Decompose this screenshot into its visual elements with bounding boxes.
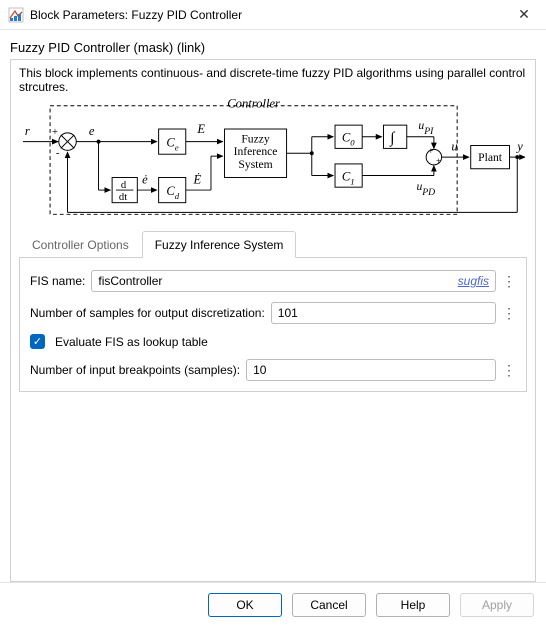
samples-input[interactable] [271,302,496,324]
dialog-footer: OK Cancel Help Apply [0,582,546,626]
svg-text:d: d [121,180,127,191]
tab-fuzzy-inference-system[interactable]: Fuzzy Inference System [142,231,297,258]
svg-text:E: E [196,122,205,136]
svg-text:-: - [56,148,60,159]
svg-text:uPI: uPI [418,119,434,137]
svg-text:y: y [515,139,523,153]
tab-controller-options[interactable]: Controller Options [19,231,142,258]
tab-strip: Controller Options Fuzzy Inference Syste… [19,230,527,258]
lookup-checkbox[interactable]: ✓ [30,334,45,349]
cancel-button[interactable]: Cancel [292,593,366,617]
svg-text:Plant: Plant [478,151,503,164]
svg-text:Ė: Ė [193,172,202,186]
fis-name-value: fisController [98,274,457,288]
svg-text:Fuzzy: Fuzzy [241,133,270,146]
mask-description: This block implements continuous- and di… [19,66,527,94]
window-title: Block Parameters: Fuzzy PID Controller [30,8,512,22]
main-panel: This block implements continuous- and di… [10,59,536,582]
svg-text:ė: ė [142,172,148,186]
svg-text:System: System [238,158,272,171]
svg-text:Controller: Controller [227,98,280,111]
app-icon [8,7,24,23]
svg-text:r: r [25,124,30,138]
breakpoints-input[interactable] [246,359,496,381]
svg-text:uPD: uPD [416,180,435,198]
close-icon[interactable]: ✕ [512,6,536,23]
svg-text:Inference: Inference [234,145,278,158]
fis-name-field[interactable]: fisController sugfis [91,270,496,292]
fis-name-more-icon[interactable]: ⋮ [502,270,516,292]
samples-more-icon[interactable]: ⋮ [502,302,516,324]
svg-text:+: + [428,146,433,157]
svg-text:dt: dt [119,192,127,203]
fis-type-link[interactable]: sugfis [458,274,489,288]
mask-title: Fuzzy PID Controller (mask) (link) [10,40,536,55]
content-area: Fuzzy PID Controller (mask) (link) This … [0,30,546,582]
ok-button[interactable]: OK [208,593,282,617]
block-diagram: Controller r + - e Ce [21,98,525,224]
tab-body-fis: FIS name: fisController sugfis ⋮ Number … [19,258,527,392]
svg-text:e: e [89,124,95,138]
help-button[interactable]: Help [376,593,450,617]
samples-label: Number of samples for output discretizat… [30,306,265,320]
svg-text:+: + [436,156,441,167]
breakpoints-more-icon[interactable]: ⋮ [502,359,516,381]
svg-text:u: u [451,139,457,153]
title-bar: Block Parameters: Fuzzy PID Controller ✕ [0,0,546,30]
fis-name-label: FIS name: [30,274,85,288]
svg-text:+: + [52,127,58,138]
block-diagram-container: Controller r + - e Ce [19,98,527,224]
apply-button: Apply [460,593,534,617]
lookup-label: Evaluate FIS as lookup table [55,335,208,349]
breakpoints-label: Number of input breakpoints (samples): [30,363,240,377]
